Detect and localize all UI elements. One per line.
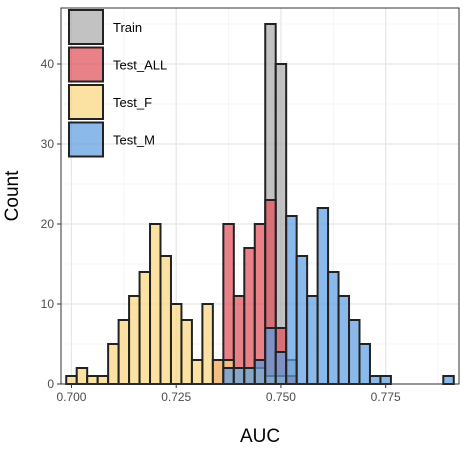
bar-test-f	[149, 223, 162, 385]
y-tick-label: 0	[47, 377, 54, 391]
bar-test-f	[211, 359, 225, 385]
bar-test-m	[358, 343, 371, 385]
x-axis-title: AUC	[240, 426, 280, 447]
legend-label: Train	[113, 20, 142, 35]
bar-test-f	[86, 375, 99, 385]
panel-border	[60, 7, 460, 385]
bar-test-m	[316, 207, 330, 385]
x-tick-label: 0.725	[161, 390, 191, 404]
bar-test-m	[222, 367, 235, 385]
legend-key	[68, 84, 104, 120]
y-tick-label: 40	[41, 57, 55, 71]
legend: Train Test_ALL Test_F Test_M	[68, 9, 167, 158]
bar-test-m	[285, 215, 298, 385]
bar-test-f	[128, 295, 141, 385]
y-tick-label: 20	[41, 217, 55, 231]
legend-key	[68, 46, 104, 83]
bar-test-f	[201, 303, 214, 385]
bar-test-m	[327, 271, 340, 385]
bar-test-f	[138, 271, 152, 385]
bar-test-m	[264, 327, 277, 385]
bar-test-m	[243, 367, 256, 385]
bar-test-m	[295, 255, 309, 385]
legend-key	[68, 121, 104, 158]
legend-key	[68, 9, 104, 45]
y-axis: 0 10 20 30 40	[41, 57, 61, 391]
legend-label: Test_ALL	[113, 58, 167, 73]
x-tick-label: 0.700	[56, 390, 86, 404]
bar-test-f	[190, 359, 204, 385]
bar-test-m	[274, 351, 288, 385]
legend-label: Test_F	[113, 95, 152, 110]
bar-test-m	[232, 367, 246, 385]
y-tick-label: 30	[41, 137, 55, 151]
bar-test-f	[107, 343, 120, 385]
bar-test-f	[159, 255, 172, 385]
bar-test-f	[96, 375, 110, 385]
bar-test-m	[368, 375, 382, 385]
y-tick-label: 10	[41, 297, 55, 311]
bar-test-m	[337, 295, 351, 385]
bar-test-m	[306, 295, 319, 385]
bar-test-m	[253, 359, 267, 385]
bar-test-all	[243, 247, 256, 385]
x-axis: 0.700 0.725 0.750 0.775	[56, 384, 401, 404]
bar-test-m	[442, 375, 455, 385]
bar-test-f	[180, 319, 193, 385]
bar-test-m	[348, 319, 361, 385]
bar-test-f	[169, 303, 183, 385]
y-axis-title: Count	[2, 170, 23, 221]
x-tick-label: 0.775	[371, 390, 401, 404]
bar-test-f	[75, 367, 89, 385]
bar-test-f	[117, 319, 131, 385]
bar-test-m	[379, 375, 392, 385]
plot-panel	[60, 7, 460, 385]
legend-label: Test_M	[113, 133, 155, 148]
x-tick-label: 0.750	[266, 390, 296, 404]
bar-test-f	[65, 375, 78, 385]
